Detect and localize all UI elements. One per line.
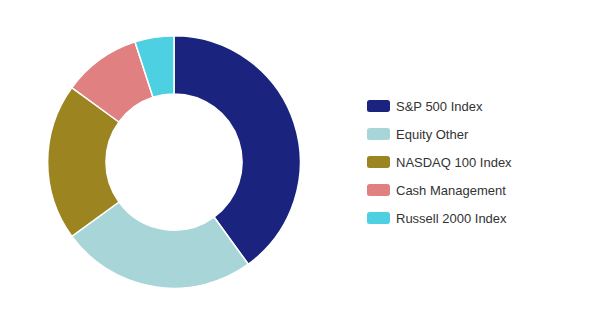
svg-text:Cash Management: Cash Management xyxy=(396,183,506,198)
svg-text:NASDAQ 100 Index: NASDAQ 100 Index xyxy=(396,155,512,170)
svg-text:Russell 2000 Index: Russell 2000 Index xyxy=(396,211,507,226)
svg-text:Equity Other: Equity Other xyxy=(396,127,469,142)
svg-text:S&P 500 Index: S&P 500 Index xyxy=(396,99,483,114)
